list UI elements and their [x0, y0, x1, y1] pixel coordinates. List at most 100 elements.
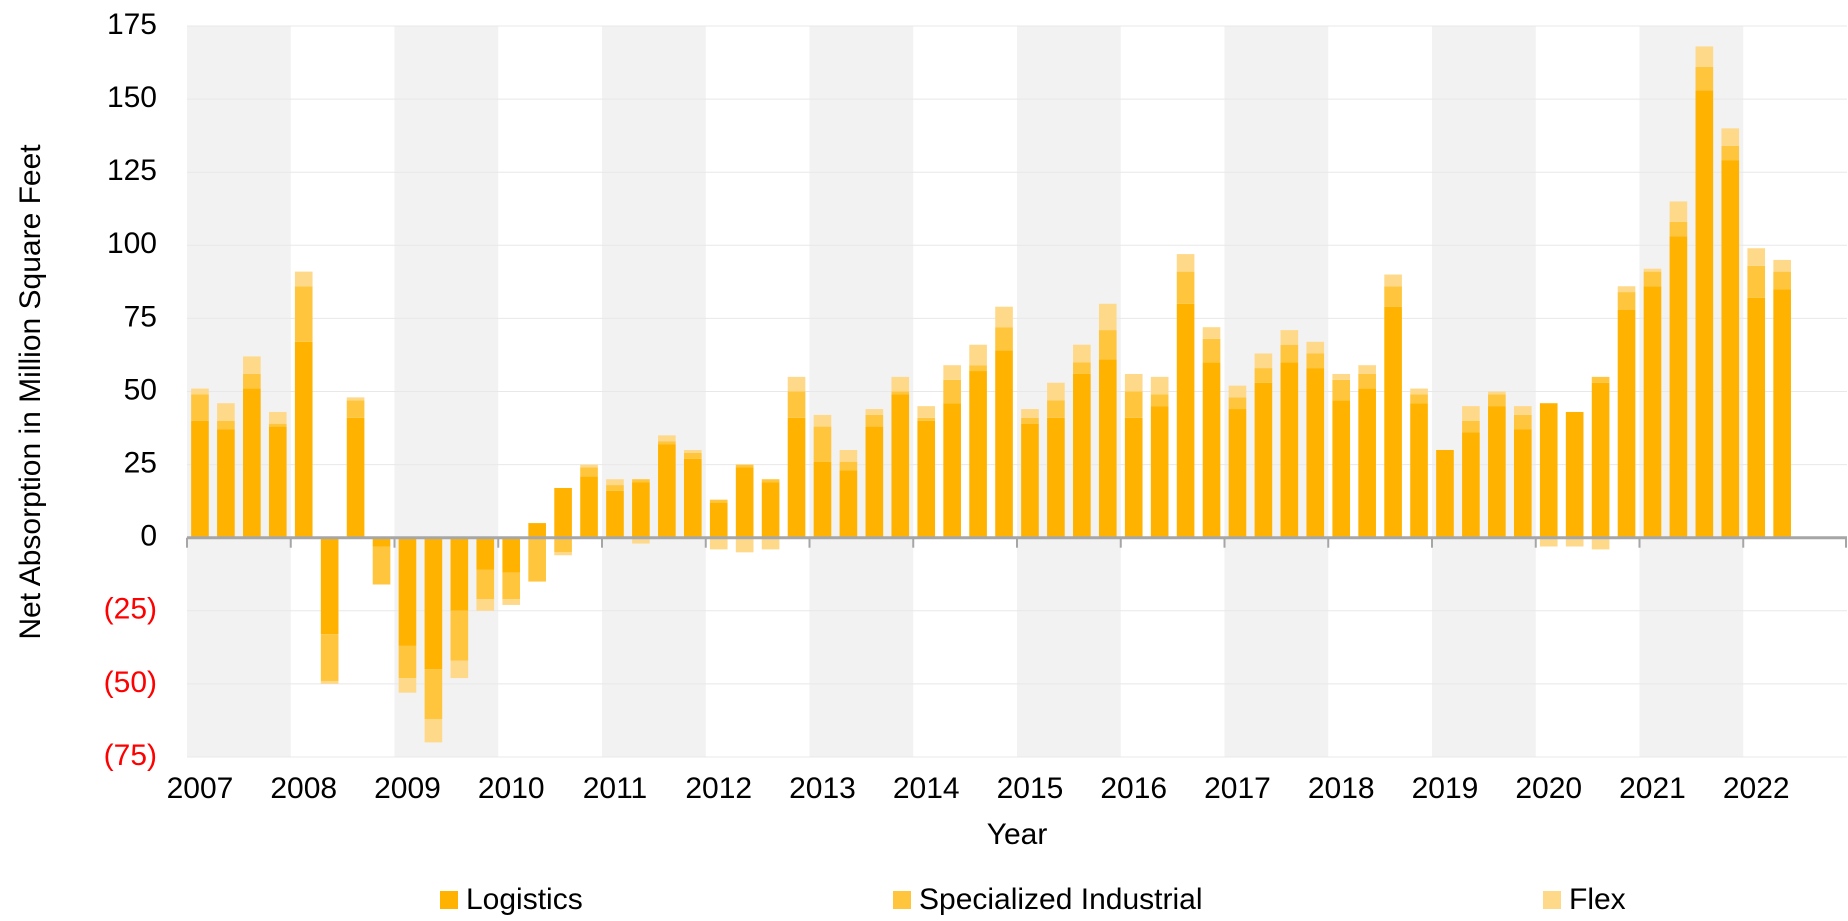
- bar-segment: [580, 476, 598, 538]
- bar-segment: [787, 391, 806, 418]
- bar-segment: [502, 572, 521, 600]
- y-tick-label: 50: [124, 373, 157, 406]
- bar-segment: [1073, 344, 1091, 363]
- bar-segment: [191, 394, 209, 421]
- bar-segment: [554, 552, 572, 556]
- x-tick-label: 2021: [1619, 772, 1686, 805]
- bar-segment: [1124, 373, 1143, 392]
- bar-segment: [1358, 388, 1376, 538]
- bar-segment: [217, 429, 235, 538]
- bar-segment: [995, 327, 1013, 351]
- bar-segment: [1384, 306, 1402, 538]
- bar-segment: [709, 537, 728, 550]
- bar-segment: [1669, 201, 1688, 222]
- bar-segment: [268, 423, 287, 427]
- bar-segment: [865, 414, 884, 427]
- x-tick-label: 2012: [685, 772, 752, 805]
- legend-swatch: [893, 891, 911, 909]
- bar-segment: [839, 461, 858, 471]
- bar-segment: [1695, 46, 1714, 67]
- bar-segment: [1306, 353, 1325, 369]
- y-axis-label: Net Absorption in Million Square Feet: [14, 144, 47, 640]
- x-tick-label: 2018: [1308, 772, 1375, 805]
- bar-segment: [1513, 414, 1532, 430]
- bar-segment: [1513, 406, 1532, 415]
- bar-segment: [891, 394, 910, 538]
- bar-segment: [761, 482, 780, 538]
- bar-segment: [1124, 417, 1143, 538]
- bar-segment: [1150, 406, 1169, 538]
- bar-segment: [1488, 394, 1506, 407]
- bar-segment: [1721, 145, 1740, 161]
- bar-segment: [217, 420, 235, 430]
- bar-segment: [1124, 391, 1143, 418]
- bar-segment: [554, 537, 572, 553]
- bar-segment: [865, 426, 884, 538]
- bar-segment: [1410, 388, 1428, 395]
- bar-segment: [839, 470, 858, 538]
- bar-segment: [1539, 537, 1558, 547]
- bar-segment: [1462, 420, 1480, 433]
- bar-segment: [969, 365, 987, 372]
- bar-segment: [346, 397, 365, 401]
- y-tick-label: 125: [107, 154, 157, 187]
- bar-segment: [476, 537, 495, 570]
- bar-segment: [1176, 254, 1195, 272]
- bar-segment: [813, 426, 832, 462]
- y-tick-label: 25: [124, 447, 157, 480]
- bar-segment: [1228, 397, 1247, 410]
- bar-segment: [761, 537, 780, 550]
- y-tick-label: 100: [107, 227, 157, 260]
- bar-segment: [1254, 382, 1273, 538]
- bar-segment: [943, 365, 961, 380]
- bar-segment: [1565, 537, 1584, 547]
- bar-segment: [268, 411, 287, 424]
- bar-segment: [1410, 394, 1428, 404]
- bar-segment: [813, 461, 832, 538]
- bar-segment: [1643, 286, 1662, 538]
- bar-segment: [1617, 292, 1636, 310]
- bar-segment: [1021, 409, 1039, 418]
- bar-segment: [1021, 417, 1039, 424]
- bar-segment: [1254, 368, 1273, 383]
- bar-segment: [606, 485, 624, 491]
- y-tick-label: 175: [107, 8, 157, 41]
- bar-segment: [865, 409, 884, 415]
- bar-segment: [1617, 286, 1636, 293]
- x-tick-label: 2020: [1515, 772, 1582, 805]
- bar-segment: [1332, 373, 1351, 380]
- legend-label: Logistics: [466, 883, 583, 916]
- bar-segment: [502, 599, 521, 605]
- x-tick-label: 2008: [270, 772, 337, 805]
- bar-segment: [813, 414, 832, 427]
- bar-segment: [243, 373, 261, 389]
- bar-segment: [476, 569, 495, 600]
- bar-segment: [761, 479, 780, 483]
- bar-segment: [658, 441, 676, 445]
- bar-segment: [1695, 90, 1714, 538]
- bar-segment: [398, 645, 417, 679]
- bar-segment: [1150, 376, 1169, 395]
- bar-segment: [1617, 309, 1636, 538]
- x-axis-label: Year: [987, 818, 1048, 851]
- bar-segment: [1228, 409, 1247, 538]
- bar-segment: [1358, 373, 1376, 389]
- bar-segment: [346, 400, 365, 418]
- bar-segment: [1747, 265, 1766, 298]
- bar-segment: [1643, 268, 1662, 272]
- y-tick-label: (75): [104, 739, 157, 772]
- x-tick-label: 2010: [478, 772, 545, 805]
- bar-segment: [632, 479, 650, 483]
- bar-segment: [632, 537, 650, 544]
- x-tick-label: 2013: [789, 772, 856, 805]
- bar-segment: [1643, 271, 1662, 287]
- bar-segment: [424, 537, 443, 670]
- bar-segment: [839, 449, 858, 462]
- bar-segment: [450, 610, 469, 661]
- bar-segment: [1384, 274, 1402, 287]
- bar-segment: [735, 537, 754, 553]
- bar-segment: [528, 537, 546, 582]
- bar-segment: [1098, 303, 1117, 331]
- bar-segment: [243, 356, 261, 374]
